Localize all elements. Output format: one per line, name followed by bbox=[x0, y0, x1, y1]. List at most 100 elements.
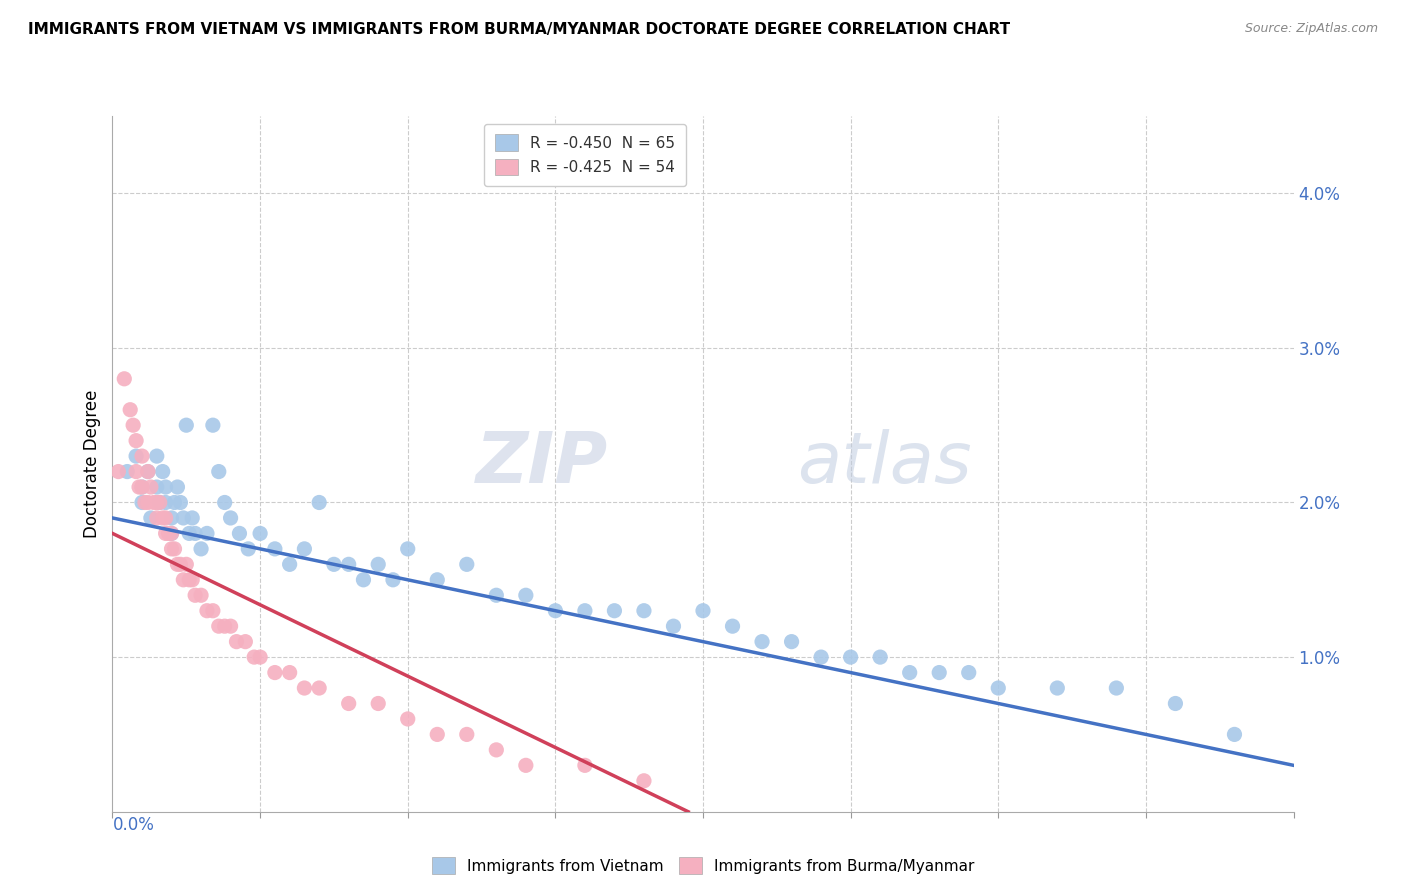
Point bbox=[456, 558, 478, 572]
Point bbox=[160, 511, 183, 525]
Point bbox=[155, 495, 177, 509]
Point bbox=[172, 573, 194, 587]
Point bbox=[869, 650, 891, 665]
Point bbox=[1164, 697, 1187, 711]
Point bbox=[112, 372, 135, 386]
Point bbox=[780, 634, 803, 648]
Point bbox=[633, 604, 655, 618]
Point bbox=[292, 681, 315, 695]
Point bbox=[166, 558, 188, 572]
Point bbox=[174, 558, 197, 572]
Legend: Immigrants from Vietnam, Immigrants from Burma/Myanmar: Immigrants from Vietnam, Immigrants from… bbox=[426, 851, 980, 880]
Point bbox=[928, 665, 950, 680]
Point bbox=[195, 526, 218, 541]
Point bbox=[264, 665, 287, 680]
Point bbox=[396, 712, 419, 726]
Point bbox=[456, 727, 478, 741]
Point bbox=[308, 681, 330, 695]
Point bbox=[214, 495, 236, 509]
Point bbox=[515, 588, 537, 602]
Point bbox=[190, 541, 212, 556]
Point bbox=[160, 526, 183, 541]
Point bbox=[125, 465, 148, 479]
Point bbox=[120, 402, 142, 417]
Point bbox=[292, 541, 315, 556]
Text: Source: ZipAtlas.com: Source: ZipAtlas.com bbox=[1244, 22, 1378, 36]
Point bbox=[163, 541, 186, 556]
Point bbox=[485, 588, 508, 602]
Point bbox=[139, 511, 162, 525]
Point bbox=[152, 465, 174, 479]
Point bbox=[574, 758, 596, 772]
Point bbox=[233, 634, 256, 648]
Point bbox=[987, 681, 1010, 695]
Point bbox=[1046, 681, 1069, 695]
Point bbox=[142, 495, 165, 509]
Point bbox=[308, 495, 330, 509]
Point bbox=[155, 511, 177, 525]
Point bbox=[125, 449, 148, 463]
Y-axis label: Doctorate Degree: Doctorate Degree bbox=[83, 390, 101, 538]
Point bbox=[396, 541, 419, 556]
Text: 0.0%: 0.0% bbox=[112, 816, 155, 834]
Point bbox=[898, 665, 921, 680]
Point bbox=[249, 526, 271, 541]
Point bbox=[195, 604, 218, 618]
Point bbox=[544, 604, 567, 618]
Point bbox=[125, 434, 148, 448]
Point bbox=[179, 573, 201, 587]
Point bbox=[721, 619, 744, 633]
Point bbox=[382, 573, 405, 587]
Point bbox=[485, 743, 508, 757]
Point bbox=[136, 495, 159, 509]
Point bbox=[633, 773, 655, 788]
Point bbox=[323, 558, 346, 572]
Text: atlas: atlas bbox=[797, 429, 972, 499]
Point bbox=[1223, 727, 1246, 741]
Point bbox=[337, 697, 360, 711]
Point bbox=[184, 588, 207, 602]
Point bbox=[181, 573, 204, 587]
Point bbox=[603, 604, 626, 618]
Point bbox=[169, 558, 191, 572]
Point bbox=[169, 495, 191, 509]
Point bbox=[201, 418, 224, 433]
Point bbox=[751, 634, 773, 648]
Point bbox=[157, 526, 180, 541]
Point bbox=[166, 480, 188, 494]
Point bbox=[662, 619, 685, 633]
Text: IMMIGRANTS FROM VIETNAM VS IMMIGRANTS FROM BURMA/MYANMAR DOCTORATE DEGREE CORREL: IMMIGRANTS FROM VIETNAM VS IMMIGRANTS FR… bbox=[28, 22, 1011, 37]
Point bbox=[160, 526, 183, 541]
Point bbox=[238, 541, 260, 556]
Point bbox=[139, 480, 162, 494]
Point bbox=[426, 573, 449, 587]
Point bbox=[146, 480, 169, 494]
Point bbox=[219, 511, 242, 525]
Point bbox=[367, 558, 389, 572]
Point bbox=[155, 480, 177, 494]
Point bbox=[225, 634, 247, 648]
Point bbox=[146, 449, 169, 463]
Point bbox=[337, 558, 360, 572]
Point bbox=[249, 650, 271, 665]
Legend: R = -0.450  N = 65, R = -0.425  N = 54: R = -0.450 N = 65, R = -0.425 N = 54 bbox=[484, 124, 686, 186]
Point bbox=[184, 526, 207, 541]
Point bbox=[163, 495, 186, 509]
Point bbox=[208, 465, 231, 479]
Point bbox=[131, 495, 153, 509]
Point bbox=[219, 619, 242, 633]
Point bbox=[152, 511, 174, 525]
Point bbox=[146, 511, 169, 525]
Point bbox=[131, 480, 153, 494]
Point bbox=[190, 588, 212, 602]
Point bbox=[515, 758, 537, 772]
Point bbox=[1105, 681, 1128, 695]
Point bbox=[201, 604, 224, 618]
Point bbox=[214, 619, 236, 633]
Point bbox=[146, 495, 169, 509]
Point bbox=[128, 480, 150, 494]
Point bbox=[692, 604, 714, 618]
Point bbox=[160, 541, 183, 556]
Text: ZIP: ZIP bbox=[477, 429, 609, 499]
Point bbox=[367, 697, 389, 711]
